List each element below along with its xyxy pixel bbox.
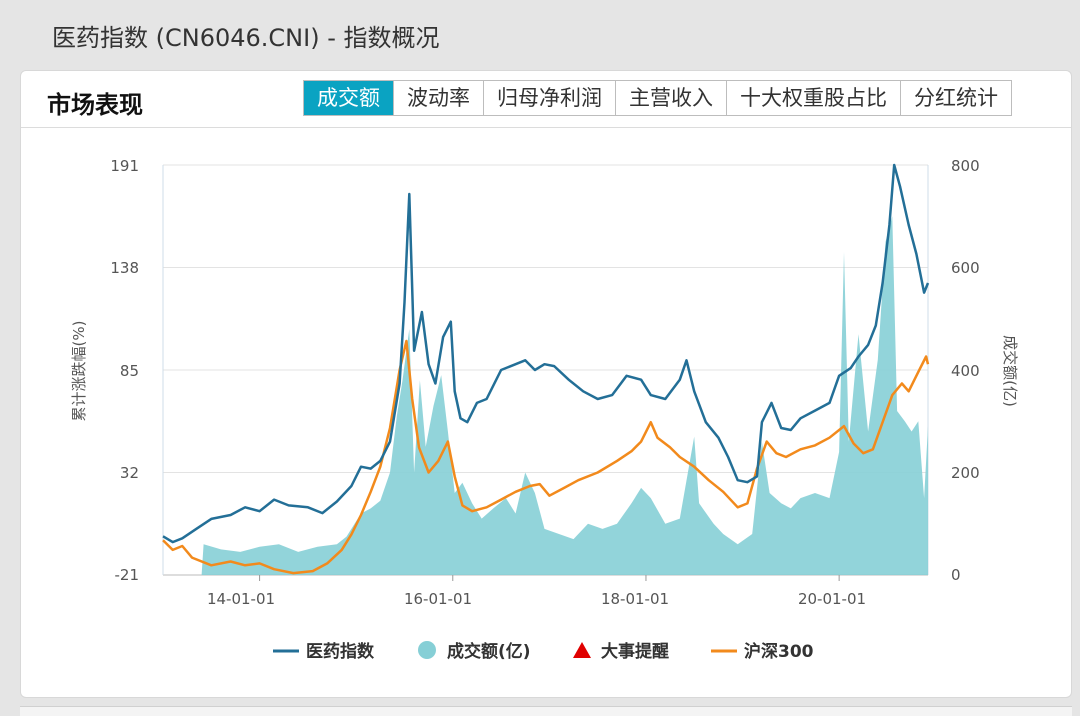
tab-dividend[interactable]: 分红统计 (914, 86, 998, 110)
tab-volatility[interactable]: 波动率 (394, 81, 484, 115)
y-left-tick: -21 (115, 566, 140, 584)
next-card-edge (20, 706, 1072, 716)
y-right-axis-label: 成交额(亿) (1001, 335, 1019, 407)
card-divider (21, 127, 1071, 128)
y-left-tick: 191 (110, 157, 139, 175)
y-right-tick: 400 (951, 362, 980, 380)
y-left-tick: 85 (120, 362, 139, 380)
y-right-tick: 600 (951, 259, 980, 277)
market-chart: 191 138 85 32 -21 800 600 400 200 0 14-0… (70, 157, 1019, 662)
series-line-index (162, 163, 930, 544)
tab-net-profit[interactable]: 归母净利润 (484, 81, 616, 115)
page-heading: 医药指数 (CN6046.CNI) - 指数概况 (52, 24, 440, 52)
y-right-tick: 0 (951, 566, 961, 584)
legend-swatch-volume (418, 641, 436, 659)
x-tick: 18-01-01 (601, 590, 669, 608)
metric-tabs: 成交额 波动率 归母净利润 主营收入 十大权重股占比 分红统计 (303, 80, 1012, 116)
x-tick: 14-01-01 (207, 590, 275, 608)
legend-swatch-event-triangle-icon (573, 642, 591, 658)
y-left-tick: 138 (110, 259, 139, 277)
series-line-csi300 (162, 339, 930, 575)
y-right-tick: 800 (951, 157, 980, 175)
x-tick: 20-01-01 (798, 590, 866, 608)
legend-label-volume[interactable]: 成交额(亿) (447, 641, 531, 662)
legend-label-event[interactable]: 大事提醒 (601, 641, 669, 662)
y-left-axis-label: 累计涨跌幅(%) (70, 321, 88, 422)
y-left-tick: 32 (120, 464, 139, 482)
market-performance-card: 市场表现 成交额 波动率 归母净利润 主营收入 十大权重股占比 分红统计 191… (20, 70, 1072, 698)
legend-label-csi300[interactable]: 沪深300 (744, 641, 814, 662)
card-title: 市场表现 (47, 91, 143, 119)
tab-turnover[interactable]: 成交额 (304, 81, 394, 115)
y-right-tick: 200 (951, 464, 980, 482)
legend-label-index[interactable]: 医药指数 (306, 641, 375, 662)
tab-top10-weight[interactable]: 十大权重股占比 (727, 81, 901, 115)
x-tick: 16-01-01 (404, 590, 472, 608)
series-area-volume (163, 216, 928, 576)
tab-revenue[interactable]: 主营收入 (616, 81, 727, 115)
